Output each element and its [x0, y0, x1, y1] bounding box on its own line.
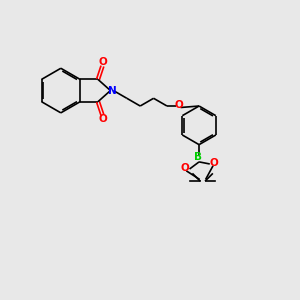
Text: O: O	[174, 100, 183, 110]
Text: O: O	[181, 164, 190, 173]
Text: B: B	[194, 152, 202, 162]
Text: N: N	[109, 85, 117, 96]
Text: O: O	[98, 114, 107, 124]
Text: O: O	[98, 57, 107, 67]
Text: O: O	[210, 158, 219, 168]
